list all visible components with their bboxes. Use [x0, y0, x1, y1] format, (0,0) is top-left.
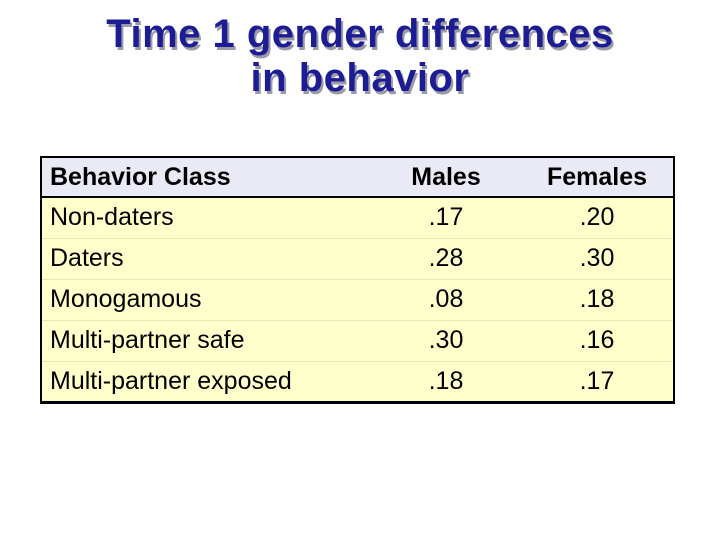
table-row: Non-daters .17 .20 [41, 197, 674, 238]
males-value-cell: .08 [371, 278, 521, 320]
behavior-class-cell: Daters [41, 237, 371, 279]
males-value-cell: .28 [371, 237, 521, 279]
behavior-class-cell: Monogamous [41, 278, 371, 320]
table-row: Daters .28 .30 [41, 237, 674, 279]
behavior-class-cell: Multi-partner safe [41, 319, 371, 361]
table-row: Multi-partner exposed .18 .17 [41, 360, 674, 402]
table-header-row: Behavior Class Males Females [41, 157, 674, 197]
males-value-cell: .17 [428, 203, 464, 232]
behavior-table: Behavior Class Males Females Non-daters … [40, 156, 675, 404]
behavior-class-cell: Non-daters [50, 203, 174, 232]
males-value-cell: .18 [371, 360, 521, 402]
females-value-cell: .18 [521, 278, 674, 320]
males-value-cell: .30 [371, 319, 521, 361]
column-header-females: Females [546, 162, 648, 191]
table-header: Behavior Class Males Females [41, 157, 674, 197]
females-value-cell: .17 [521, 360, 674, 402]
column-header-males: Males [411, 162, 481, 191]
table-body: Non-daters .17 .20 Daters .28 .30 Monoga… [41, 197, 674, 402]
slide-title-line-1: Time 1 gender differences [106, 12, 614, 56]
table-row: Multi-partner safe .30 .16 [41, 319, 674, 361]
table-row: Monogamous .08 .18 [41, 278, 674, 320]
behavior-class-cell: Multi-partner exposed [41, 360, 371, 402]
slide-title-line-2: in behavior [250, 56, 470, 100]
females-value-cell: .20 [579, 203, 615, 232]
slide-title: Time 1 gender differences in behavior [0, 12, 720, 100]
females-value-cell: .16 [521, 319, 674, 361]
females-value-cell: .30 [521, 237, 674, 279]
column-header-behavior-class: Behavior Class [50, 162, 231, 191]
